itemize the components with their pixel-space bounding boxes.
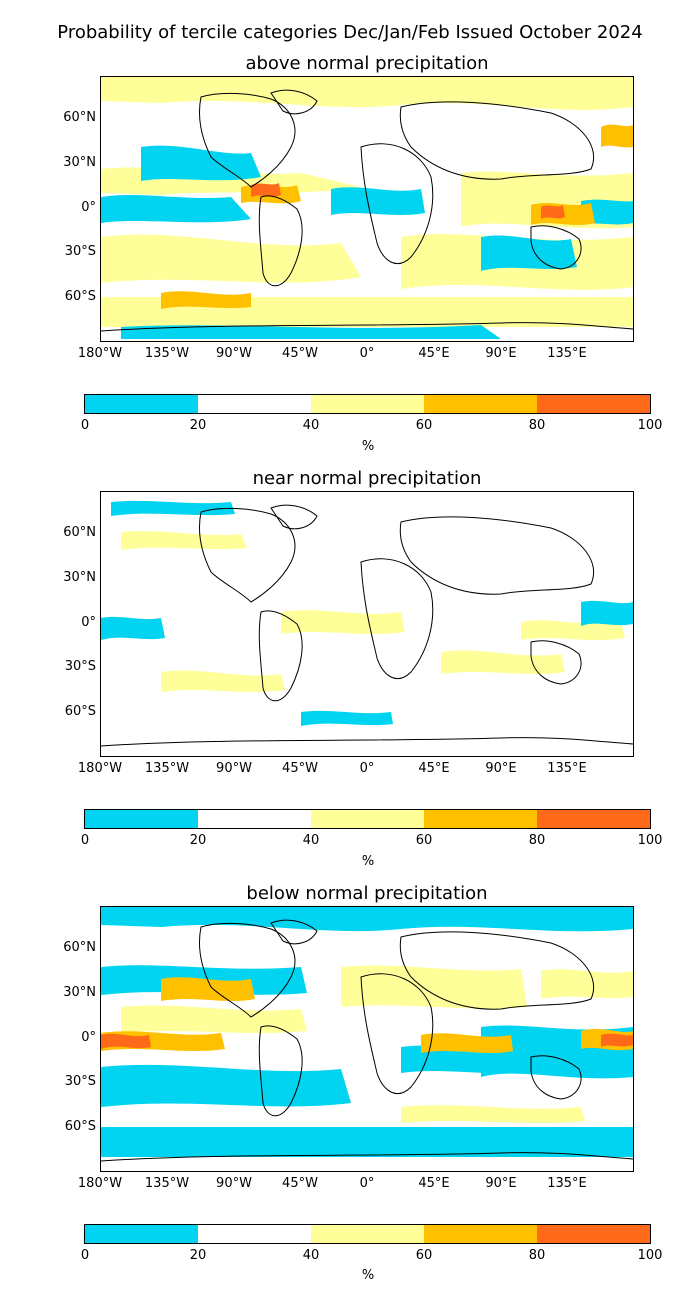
cbar-unit: % bbox=[361, 439, 375, 454]
cbar-seg-60-80 bbox=[424, 810, 537, 828]
cbar-seg-40-60 bbox=[311, 810, 424, 828]
cbar-seg-0-20 bbox=[85, 1225, 198, 1243]
cbar-seg-20-40 bbox=[198, 395, 311, 413]
cbar-seg-20-40 bbox=[198, 810, 311, 828]
lon-label-0: 0° bbox=[359, 761, 375, 776]
lon-label-45w: 45°W bbox=[282, 346, 318, 361]
lon-label-180w: 180°W bbox=[77, 1176, 123, 1191]
lon-label-45e: 45°E bbox=[418, 1176, 450, 1191]
land-outlines bbox=[101, 919, 633, 1162]
colorbar-near bbox=[84, 809, 651, 829]
lon-label-90e: 90°E bbox=[485, 1176, 517, 1191]
cbar-tick-20: 20 bbox=[189, 418, 207, 433]
lat-label-30s: 30°S bbox=[64, 244, 96, 259]
cbar-tick-60: 60 bbox=[415, 418, 433, 433]
lon-label-0: 0° bbox=[359, 1176, 375, 1191]
cbar-tick-60: 60 bbox=[415, 833, 433, 848]
cbar-unit: % bbox=[361, 1268, 375, 1283]
lon-label-135w: 135°W bbox=[144, 346, 190, 361]
lon-label-135e: 135°E bbox=[547, 1176, 587, 1191]
land-outlines bbox=[101, 89, 633, 332]
lat-label-0: 0° bbox=[81, 200, 96, 215]
lon-label-90w: 90°W bbox=[216, 761, 252, 776]
cbar-seg-80-100 bbox=[537, 1225, 650, 1243]
map-below-normal bbox=[100, 906, 634, 1172]
panel-title-below: below normal precipitation bbox=[246, 883, 488, 904]
cbar-tick-100: 100 bbox=[637, 1248, 663, 1263]
cbar-tick-60: 60 bbox=[415, 1248, 433, 1263]
cbar-tick-80: 80 bbox=[528, 1248, 546, 1263]
cbar-seg-80-100 bbox=[537, 395, 650, 413]
panel-title-above: above normal precipitation bbox=[245, 53, 489, 74]
lon-label-135e: 135°E bbox=[547, 761, 587, 776]
lon-label-90e: 90°E bbox=[485, 761, 517, 776]
lat-label-60n: 60°N bbox=[63, 940, 96, 955]
blue-zones bbox=[101, 500, 633, 726]
lat-label-0: 0° bbox=[81, 1030, 96, 1045]
lon-label-45w: 45°W bbox=[282, 761, 318, 776]
cbar-seg-80-100 bbox=[537, 810, 650, 828]
lat-label-30n: 30°N bbox=[63, 570, 96, 585]
lat-label-60s: 60°S bbox=[64, 289, 96, 304]
red-zones bbox=[251, 183, 565, 219]
lon-label-0: 0° bbox=[359, 346, 375, 361]
lon-label-45w: 45°W bbox=[282, 1176, 318, 1191]
cbar-tick-0: 0 bbox=[80, 1248, 90, 1263]
yellow-zones bbox=[121, 965, 633, 1123]
colorbar-below bbox=[84, 1224, 651, 1244]
lon-label-45e: 45°E bbox=[418, 346, 450, 361]
cbar-seg-0-20 bbox=[85, 395, 198, 413]
lon-label-90w: 90°W bbox=[216, 1176, 252, 1191]
cbar-tick-100: 100 bbox=[637, 833, 663, 848]
cbar-seg-20-40 bbox=[198, 1225, 311, 1243]
red-zones bbox=[101, 1033, 633, 1049]
cbar-tick-20: 20 bbox=[189, 833, 207, 848]
cbar-tick-80: 80 bbox=[528, 833, 546, 848]
lat-label-30n: 30°N bbox=[63, 155, 96, 170]
colorbar-above bbox=[84, 394, 651, 414]
map-above-field bbox=[101, 77, 633, 341]
panel-title-near: near normal precipitation bbox=[252, 468, 482, 489]
lat-label-60n: 60°N bbox=[63, 110, 96, 125]
lon-label-180w: 180°W bbox=[77, 346, 123, 361]
cbar-tick-20: 20 bbox=[189, 1248, 207, 1263]
lon-label-90e: 90°E bbox=[485, 346, 517, 361]
map-above-normal bbox=[100, 76, 634, 342]
cbar-seg-60-80 bbox=[424, 395, 537, 413]
lon-label-135e: 135°E bbox=[547, 346, 587, 361]
lat-label-60s: 60°S bbox=[64, 704, 96, 719]
lat-label-30s: 30°S bbox=[64, 1074, 96, 1089]
lat-label-60s: 60°S bbox=[64, 1119, 96, 1134]
blue-zones bbox=[101, 145, 633, 339]
figure-title: Probability of tercile categories Dec/Ja… bbox=[57, 22, 643, 43]
cbar-seg-60-80 bbox=[424, 1225, 537, 1243]
lon-label-90w: 90°W bbox=[216, 346, 252, 361]
lat-label-30n: 30°N bbox=[63, 985, 96, 1000]
lon-label-135w: 135°W bbox=[144, 761, 190, 776]
lon-label-180w: 180°W bbox=[77, 761, 123, 776]
lon-label-45e: 45°E bbox=[418, 761, 450, 776]
cbar-tick-80: 80 bbox=[528, 418, 546, 433]
cbar-tick-40: 40 bbox=[302, 833, 320, 848]
cbar-seg-0-20 bbox=[85, 810, 198, 828]
cbar-unit: % bbox=[361, 854, 375, 869]
cbar-tick-0: 0 bbox=[80, 833, 90, 848]
land-outlines bbox=[101, 504, 633, 747]
lon-label-135w: 135°W bbox=[144, 1176, 190, 1191]
map-below-field bbox=[101, 907, 633, 1171]
map-near-normal bbox=[100, 491, 634, 757]
cbar-tick-40: 40 bbox=[302, 418, 320, 433]
cbar-tick-100: 100 bbox=[637, 418, 663, 433]
lat-label-30s: 30°S bbox=[64, 659, 96, 674]
cbar-seg-40-60 bbox=[311, 395, 424, 413]
lat-label-60n: 60°N bbox=[63, 525, 96, 540]
cbar-tick-40: 40 bbox=[302, 1248, 320, 1263]
cbar-tick-0: 0 bbox=[80, 418, 90, 433]
yellow-zones bbox=[121, 531, 625, 692]
lat-label-0: 0° bbox=[81, 615, 96, 630]
cbar-seg-40-60 bbox=[311, 1225, 424, 1243]
map-near-field bbox=[101, 492, 633, 756]
